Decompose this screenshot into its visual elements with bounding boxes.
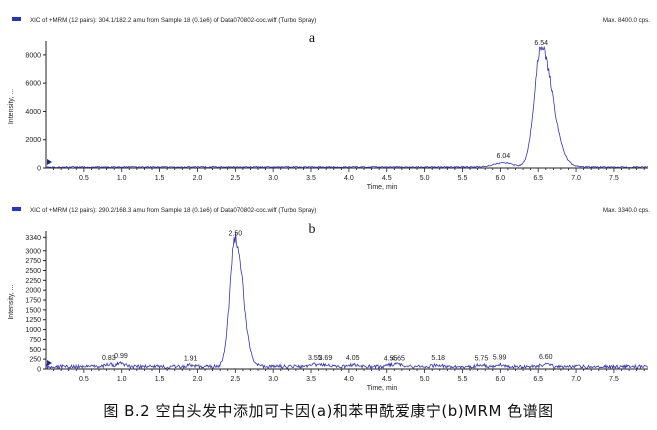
panel-letter: b xyxy=(309,222,316,237)
peak-label: 3.69 xyxy=(319,355,333,362)
panel-header: XIC of +MRM (12 pairs): 304.1/182.2 amu … xyxy=(30,17,316,24)
y-tick-label: 750 xyxy=(29,337,41,344)
peak-label: 4.05 xyxy=(346,355,360,362)
panel-header: XIC of +MRM (12 pairs): 290.2/168.3 amu … xyxy=(30,207,316,214)
start-marker xyxy=(47,159,52,165)
peak-label: 3.55 xyxy=(308,355,322,362)
figure-caption: 图 B.2 空白头发中添加可卡因(a)和苯甲酰爱康宁(b)MRM 色谱图 xyxy=(103,402,554,420)
x-tick-label: 6.5 xyxy=(533,376,543,383)
x-tick-label: 5.0 xyxy=(420,376,430,383)
peak-label: 4.55 xyxy=(384,355,398,362)
x-tick-label: 2.0 xyxy=(193,175,203,182)
y-tick-label: 1500 xyxy=(25,307,41,314)
x-tick-label: 1.0 xyxy=(117,376,127,383)
x-axis-label: Time, min xyxy=(367,184,398,191)
x-tick-label: 4.5 xyxy=(382,175,392,182)
y-tick-label: 1000 xyxy=(25,327,41,334)
legend-marker xyxy=(12,207,21,211)
y-tick-label: 3340 xyxy=(25,235,41,242)
y-axis-label: Intensity, ... xyxy=(8,284,15,319)
y-tick-label: 2250 xyxy=(25,278,41,285)
legend-marker xyxy=(12,17,21,21)
x-tick-label: 5.5 xyxy=(458,376,468,383)
y-axis-label: Intensity, ... xyxy=(8,89,15,124)
x-tick-label: 7.0 xyxy=(571,376,581,383)
x-tick-label: 0.5 xyxy=(79,175,89,182)
x-tick-label: 2.5 xyxy=(230,175,240,182)
x-tick-label: 4.0 xyxy=(344,376,354,383)
peak-label: 6.04 xyxy=(497,153,511,160)
max-intensity-label: Max. 8400.0 cps. xyxy=(603,17,650,24)
x-tick-label: 3.5 xyxy=(306,175,316,182)
x-tick-label: 3.0 xyxy=(268,175,278,182)
peak-label: 5.18 xyxy=(431,355,445,362)
peak-label: 6.60 xyxy=(539,354,553,361)
x-axis-label: Time, min xyxy=(367,385,398,392)
max-intensity-label: Max. 3340.0 cps. xyxy=(603,207,650,214)
y-tick-label: 3000 xyxy=(25,248,41,255)
x-tick-label: 5.0 xyxy=(420,175,430,182)
y-tick-label: 500 xyxy=(29,347,41,354)
peak-label: 5.99 xyxy=(493,354,507,361)
peak-label: 6.54 xyxy=(534,40,548,47)
x-tick-label: 5.5 xyxy=(458,175,468,182)
x-tick-label: 0.5 xyxy=(79,376,89,383)
x-tick-label: 2.0 xyxy=(193,376,203,383)
x-tick-label: 2.5 xyxy=(230,376,240,383)
chromatogram-panel-b: XIC of +MRM (12 pairs): 290.2/168.3 amu … xyxy=(8,207,650,392)
chromatogram-panel-a: XIC of +MRM (12 pairs): 304.1/182.2 amu … xyxy=(8,17,650,191)
x-tick-label: 3.0 xyxy=(268,376,278,383)
x-tick-label: 7.5 xyxy=(609,376,619,383)
y-tick-label: 250 xyxy=(29,357,41,364)
y-tick-label: 2500 xyxy=(25,268,41,275)
panel-letter: a xyxy=(309,31,316,46)
x-tick-label: 4.5 xyxy=(382,376,392,383)
y-tick-label: 8000 xyxy=(25,52,41,59)
x-tick-label: 4.0 xyxy=(344,175,354,182)
chromatogram-trace xyxy=(45,45,649,169)
peak-label: 1.91 xyxy=(184,356,198,363)
x-tick-label: 6.5 xyxy=(533,175,543,182)
peak-label: 2.50 xyxy=(228,231,242,238)
peak-label: 0.83 xyxy=(102,355,116,362)
x-tick-label: 6.0 xyxy=(495,376,505,383)
x-tick-label: 7.0 xyxy=(571,175,581,182)
y-tick-label: 0 xyxy=(37,166,41,173)
peak-label: 5.75 xyxy=(475,355,489,362)
x-tick-label: 3.5 xyxy=(306,376,316,383)
y-tick-label: 6000 xyxy=(25,81,41,88)
y-tick-label: 2750 xyxy=(25,258,41,265)
peak-label: 0.99 xyxy=(114,353,128,360)
x-tick-label: 6.0 xyxy=(495,175,505,182)
y-tick-label: 1250 xyxy=(25,317,41,324)
y-tick-label: 2000 xyxy=(25,288,41,295)
y-tick-label: 2000 xyxy=(25,137,41,144)
x-tick-label: 1.5 xyxy=(155,175,165,182)
x-tick-label: 1.5 xyxy=(155,376,165,383)
y-tick-label: 0 xyxy=(37,367,41,374)
peak-label: 4.65 xyxy=(391,355,405,362)
y-tick-label: 1750 xyxy=(25,298,41,305)
chromatogram-trace xyxy=(45,231,648,370)
y-tick-label: 4000 xyxy=(25,109,41,116)
start-marker xyxy=(47,360,52,366)
x-tick-label: 7.5 xyxy=(609,175,619,182)
x-tick-label: 1.0 xyxy=(117,175,127,182)
